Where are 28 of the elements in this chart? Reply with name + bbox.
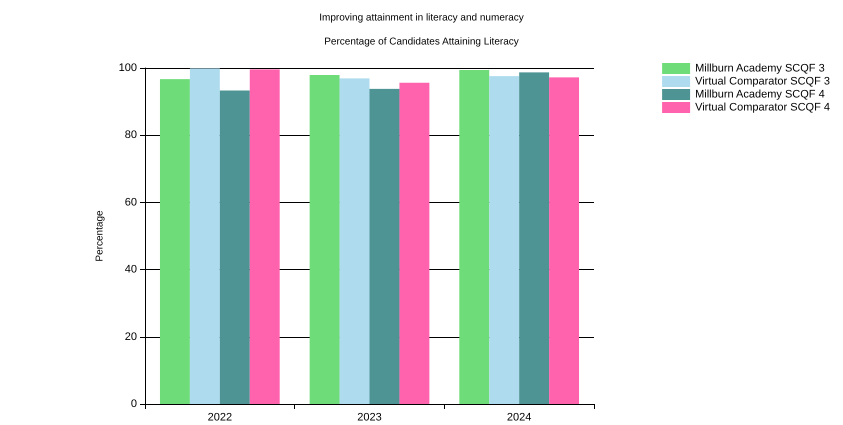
y-tick-label: 20 [124,330,137,343]
bar [340,78,370,404]
bar [399,82,430,404]
y-tick-label: 40 [124,264,137,276]
bar [549,77,580,404]
bar [370,88,400,404]
legend-label: Millburn Academy SCQF 3 [695,62,825,74]
bar [489,76,520,404]
bar [459,70,490,404]
chart-title: Improving attainment in literacy and numeracy [319,12,524,24]
y-axis-title: Percentage [94,210,106,262]
legend-label: Virtual Comparator SCQF 3 [695,76,830,88]
chart-subtitle: Percentage of Candidates Attaining Literacy [324,36,519,48]
bar [519,72,550,404]
bar [160,79,190,404]
bar [220,90,250,404]
x-tick-label: 2023 [357,412,382,424]
legend-label: Millburn Academy SCQF 4 [695,88,825,100]
y-tick-label: 80 [124,129,137,142]
bar [310,75,340,404]
x-tick-label: 2022 [208,412,232,424]
y-tick-label: 0 [130,398,137,410]
y-tick-label: 60 [124,196,137,208]
y-tick-label: 100 [118,62,137,74]
legend-label: Virtual Comparator SCQF 4 [695,102,830,114]
x-tick-label: 2024 [506,412,532,424]
bar [250,69,280,404]
bar [190,68,220,404]
